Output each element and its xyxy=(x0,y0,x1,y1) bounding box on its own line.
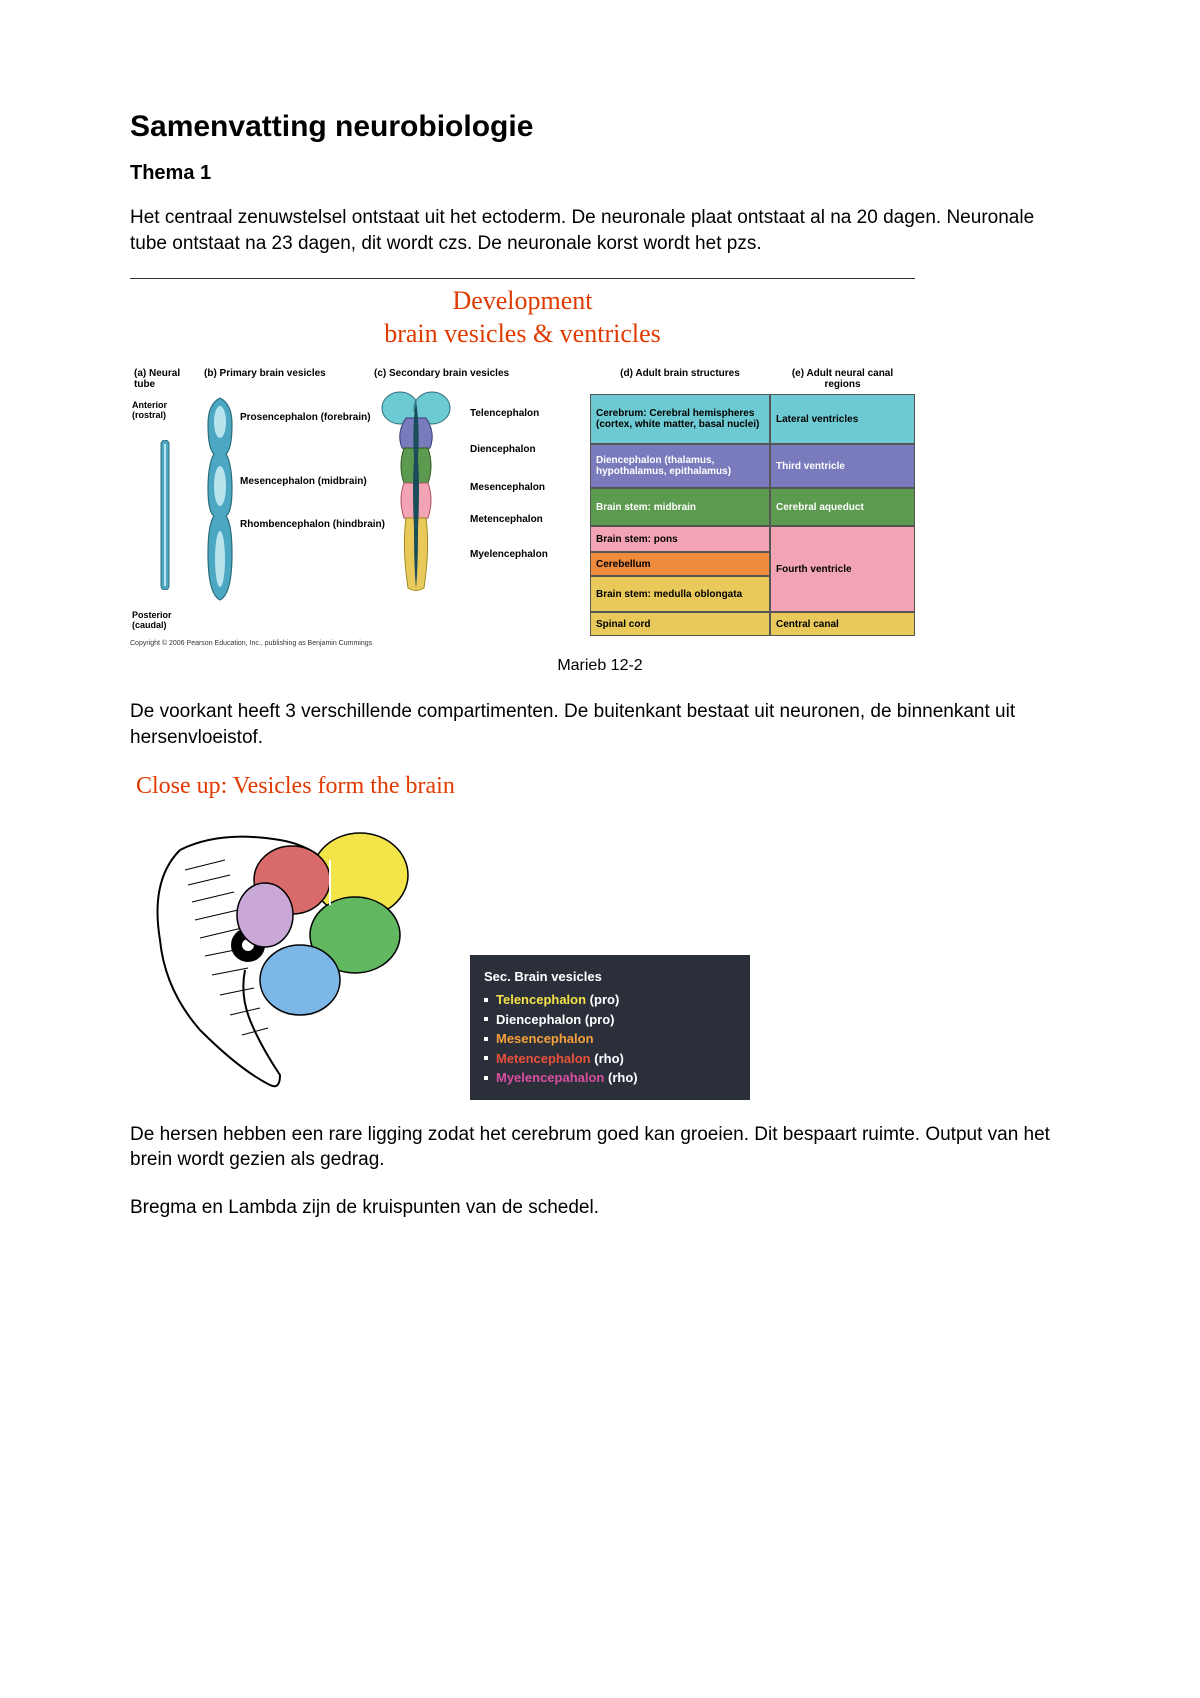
anterior-label: Anterior (rostral) xyxy=(132,400,198,420)
legend-suffix: (pro) xyxy=(586,992,619,1007)
adult-cerebellum: Cerebellum xyxy=(590,552,770,576)
sec-tel-label: Telencephalon xyxy=(470,408,539,419)
legend-label: Myelencepahalon xyxy=(496,1070,604,1085)
figure1-heading: Development brain vesicles & ventricles xyxy=(130,278,915,364)
adult-di: Diencephalon (thalamus, hypothalamus, ep… xyxy=(590,444,770,488)
legend-suffix: (pro) xyxy=(581,1012,614,1027)
legend-item: Telencephalon (pro) xyxy=(484,990,732,1010)
section-heading: Thema 1 xyxy=(130,162,1070,185)
secondary-vesicle-icon xyxy=(376,388,456,613)
col-header-d: (d) Adult brain structures xyxy=(590,364,770,394)
figure1-caption: Marieb 12-2 xyxy=(130,657,1070,675)
primary-mes-label: Mesencephalon (midbrain) xyxy=(240,476,367,487)
adult-mes: Brain stem: midbrain xyxy=(590,488,770,526)
legend-label: Metencephalon xyxy=(496,1051,591,1066)
figure2-body: Sec. Brain vesicles Telencephalon (pro)D… xyxy=(130,820,915,1100)
canal-central: Central canal xyxy=(770,612,915,636)
legend-suffix: (rho) xyxy=(591,1051,624,1066)
figure-development: Development brain vesicles & ventricles … xyxy=(130,278,915,647)
figure2-heading: Close up: Vesicles form the brain xyxy=(136,773,915,800)
primary-vesicles-column: Prosencephalon (forebrain) Mesencephalon… xyxy=(200,394,370,636)
canal-fourth: Fourth ventricle xyxy=(770,526,915,612)
sec-mes-label: Mesencephalon xyxy=(470,482,545,493)
bullet-icon xyxy=(484,1037,488,1041)
bullet-icon xyxy=(484,998,488,1002)
bullet-icon xyxy=(484,1056,488,1060)
lobe-myelencephalon xyxy=(237,883,293,947)
lobe-metencephalon xyxy=(260,945,340,1015)
figure-closeup: Close up: Vesicles form the brain xyxy=(130,773,915,1100)
col-header-e: (e) Adult neural canal regions xyxy=(770,364,915,394)
paragraph-2: De voorkant heeft 3 verschillende compar… xyxy=(130,699,1070,750)
adult-myel: Brain stem: medulla oblongata xyxy=(590,576,770,612)
legend-label: Diencephalon xyxy=(496,1012,581,1027)
adult-spinal: Spinal cord xyxy=(590,612,770,636)
primary-vesicle-icon xyxy=(200,394,240,604)
fig1-heading-line1: Development xyxy=(130,285,915,318)
bullet-icon xyxy=(484,1017,488,1021)
legend-item: Mesencephalon xyxy=(484,1029,732,1049)
fig1-heading-line2: brain vesicles & ventricles xyxy=(130,318,915,351)
figure1-grid: (a) Neural tube (b) Primary brain vesicl… xyxy=(130,364,915,647)
legend-label: Mesencephalon xyxy=(496,1031,594,1046)
paragraph-3: De hersen hebben een rare ligging zodat … xyxy=(130,1122,1070,1173)
sec-met-label: Metencephalon xyxy=(470,514,543,525)
legend-title: Sec. Brain vesicles xyxy=(484,967,732,987)
canal-third: Third ventricle xyxy=(770,444,915,488)
legend-item: Metencephalon (rho) xyxy=(484,1049,732,1069)
sec-di-label: Diencephalon xyxy=(470,444,536,455)
canal-lateral: Lateral ventricles xyxy=(770,394,915,444)
document-page: Samenvatting neurobiologie Thema 1 Het c… xyxy=(0,0,1200,1698)
posterior-label: Posterior (caudal) xyxy=(132,610,198,630)
paragraph-4: Bregma en Lambda zijn de kruispunten van… xyxy=(130,1195,1070,1221)
primary-rhomb-label: Rhombencephalon (hindbrain) xyxy=(240,519,385,530)
canal-aqueduct: Cerebral aqueduct xyxy=(770,488,915,526)
legend-suffix: (rho) xyxy=(604,1070,637,1085)
embryo-illustration-icon xyxy=(130,820,450,1100)
legend-item: Diencephalon (pro) xyxy=(484,1010,732,1030)
sec-myel-label: Myelencephalon xyxy=(470,549,548,560)
bullet-icon xyxy=(484,1076,488,1080)
figure1-copyright: Copyright © 2006 Pearson Education, Inc.… xyxy=(130,636,915,647)
col-header-b: (b) Primary brain vesicles xyxy=(200,364,370,394)
neural-tube-icon xyxy=(156,440,174,590)
legend-item: Myelencepahalon (rho) xyxy=(484,1068,732,1088)
adult-met-pons: Brain stem: pons xyxy=(590,526,770,552)
adult-tel: Cerebrum: Cerebral hemispheres (cortex, … xyxy=(590,394,770,444)
neural-tube-column: Anterior (rostral) Posterior (caudal) xyxy=(130,394,200,636)
figure2-legend: Sec. Brain vesicles Telencephalon (pro)D… xyxy=(470,955,750,1100)
paragraph-1: Het centraal zenuwstelsel ontstaat uit h… xyxy=(130,205,1070,256)
secondary-vesicles-column: Telencephalon Diencephalon Mesencephalon… xyxy=(370,394,590,636)
col-header-a: (a) Neural tube xyxy=(130,364,200,394)
primary-pros-label: Prosencephalon (forebrain) xyxy=(240,412,371,423)
legend-label: Telencephalon xyxy=(496,992,586,1007)
page-title: Samenvatting neurobiologie xyxy=(130,110,1070,144)
